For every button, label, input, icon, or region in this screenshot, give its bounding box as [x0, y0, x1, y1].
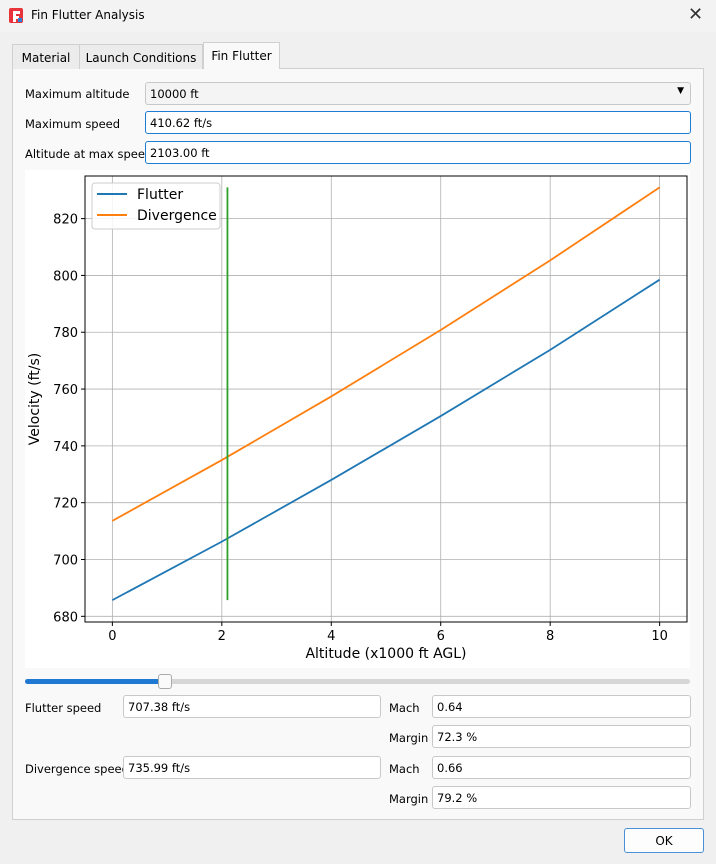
- x-tick-label: 8: [546, 629, 554, 644]
- divergence-speed-label: Divergence speed: [25, 762, 129, 776]
- axes-frame: [84, 175, 688, 623]
- flutter-speed-field[interactable]: 707.38 ft/s: [123, 695, 381, 718]
- close-icon[interactable]: ✕: [688, 4, 704, 25]
- x-tick-label: 6: [437, 629, 445, 644]
- series-line-divergence: [111, 186, 661, 522]
- x-tick-label: 2: [218, 629, 226, 644]
- y-tick-label: 820: [53, 213, 78, 228]
- chevron-down-icon: ▼: [677, 86, 684, 96]
- max-speed-label: Maximum speed: [25, 117, 121, 131]
- flutter-speed-label: Flutter speed: [25, 701, 102, 715]
- altitude-slider-handle[interactable]: [157, 674, 172, 689]
- flutter-margin-label: Margin: [389, 731, 429, 745]
- legend-label: Divergence: [137, 208, 217, 224]
- altitude-slider-fill: [25, 679, 165, 684]
- app-logo-icon: [9, 8, 23, 23]
- tab-fin-flutter[interactable]: Fin Flutter: [203, 42, 280, 69]
- divergence-mach-field[interactable]: 0.66: [432, 756, 691, 779]
- tab-launch-conditions[interactable]: Launch Conditions: [79, 44, 203, 69]
- flutter-mach-field[interactable]: 0.64: [432, 695, 691, 718]
- max-altitude-select[interactable]: 10000 ft ▼: [145, 82, 691, 105]
- divergence-speed-field[interactable]: 735.99 ft/s: [123, 756, 381, 779]
- y-tick-label: 680: [53, 610, 78, 625]
- max-speed-input[interactable]: 410.62 ft/s: [145, 111, 691, 134]
- y-tick-label: 800: [53, 269, 78, 284]
- max-altitude-value: 10000 ft: [150, 87, 199, 101]
- title-bar: [0, 0, 716, 32]
- ok-button[interactable]: OK: [624, 828, 704, 853]
- alt-at-max-speed-input[interactable]: 2103.00 ft: [145, 141, 691, 164]
- legend-label: Flutter: [137, 187, 183, 203]
- divergence-margin-field[interactable]: 79.2 %: [432, 786, 691, 809]
- max-altitude-label: Maximum altitude: [25, 87, 130, 101]
- series-line-flutter: [111, 278, 661, 601]
- altitude-slider-track[interactable]: [25, 679, 690, 684]
- flutter-margin-field[interactable]: 72.3 %: [432, 725, 691, 748]
- velocity-chart: 0 2 4 6 8 10 680 700 720 740 760 780 800 820 Altitude …: [25, 170, 690, 668]
- x-axis-label: Altitude (x1000 ft AGL): [305, 646, 466, 662]
- divergence-margin-label: Margin: [389, 792, 429, 806]
- x-tick-label: 4: [327, 629, 335, 644]
- flutter-mach-label: Mach: [389, 701, 420, 715]
- divergence-mach-label: Mach: [389, 762, 420, 776]
- tab-material[interactable]: Material: [12, 44, 80, 69]
- x-tick-label: 0: [108, 629, 116, 644]
- y-tick-label: 720: [53, 497, 78, 512]
- y-tick-label: 780: [53, 326, 78, 341]
- y-tick-label: 760: [53, 383, 78, 398]
- y-axis-label: Velocity (ft/s): [27, 353, 43, 445]
- alt-at-max-speed-label: Altitude at max speed: [25, 147, 153, 161]
- y-tick-label: 700: [53, 554, 78, 569]
- y-tick-label: 740: [53, 440, 78, 455]
- x-tick-label: 10: [651, 629, 668, 644]
- window-title: Fin Flutter Analysis: [31, 8, 145, 22]
